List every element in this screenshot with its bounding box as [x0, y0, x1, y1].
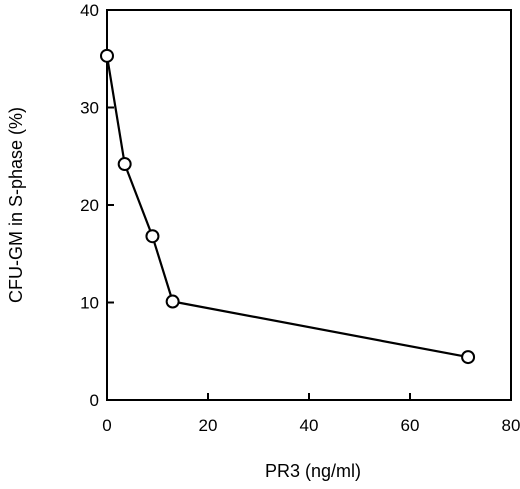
y-tick-label: 0 — [90, 391, 99, 410]
tick-labels: 0 20 40 60 80 0 10 20 30 40 — [80, 1, 520, 435]
data-point — [145, 229, 160, 244]
data-point — [165, 294, 180, 309]
x-axis-title: PR3 (ng/ml) — [265, 461, 361, 481]
data-points — [100, 48, 476, 365]
plot-frame — [106, 9, 512, 401]
y-tick-label: 20 — [80, 196, 99, 215]
y-tick-label: 30 — [80, 99, 99, 118]
series-line — [105, 55, 469, 359]
x-tick-label: 80 — [502, 416, 520, 435]
x-tick-label: 40 — [300, 416, 319, 435]
axis-ticks — [106, 9, 512, 401]
x-tick-label: 0 — [102, 416, 111, 435]
x-tick-label: 20 — [199, 416, 218, 435]
y-tick-label: 10 — [80, 294, 99, 313]
x-tick-label: 60 — [401, 416, 420, 435]
y-tick-label: 40 — [80, 1, 99, 20]
data-point — [100, 48, 114, 63]
data-point — [461, 350, 476, 365]
data-point — [117, 157, 132, 172]
y-axis-title: CFU-GM in S-phase (%) — [6, 107, 26, 303]
